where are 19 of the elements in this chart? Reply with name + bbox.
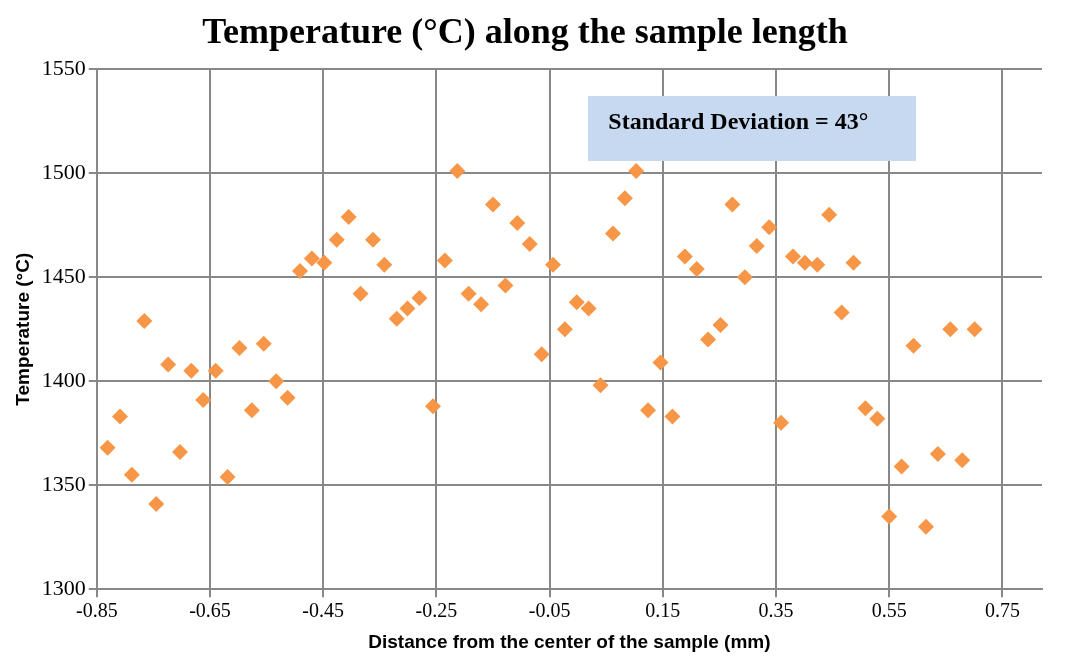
y-tick-label: 1400 [41,366,86,392]
y-tick-label: 1350 [41,470,86,496]
x-tick-label: -0.05 [528,599,571,622]
x-tick-label: 0.15 [645,599,681,622]
x-tick-label: -0.45 [302,599,345,622]
x-tick-label: 0.75 [984,599,1020,622]
y-axis-title: Temperature (°C) [11,252,33,406]
y-tick-label: 1550 [41,54,86,80]
y-tick-label: 1450 [41,262,86,288]
x-tick-label: -0.25 [415,599,458,622]
chart-title: Temperature (°C) along the sample length [202,10,848,51]
y-tick-label: 1300 [41,574,86,600]
y-tick-label: 1500 [41,158,86,184]
x-tick-label: -0.85 [75,599,118,622]
note-box: Standard Deviation = 43° [588,96,917,162]
x-tick-label: 0.55 [871,599,907,622]
x-tick-label: 0.35 [758,599,794,622]
x-axis-title: Distance from the center of the sample (mm) [368,630,771,652]
x-tick-label: -0.65 [189,599,231,622]
